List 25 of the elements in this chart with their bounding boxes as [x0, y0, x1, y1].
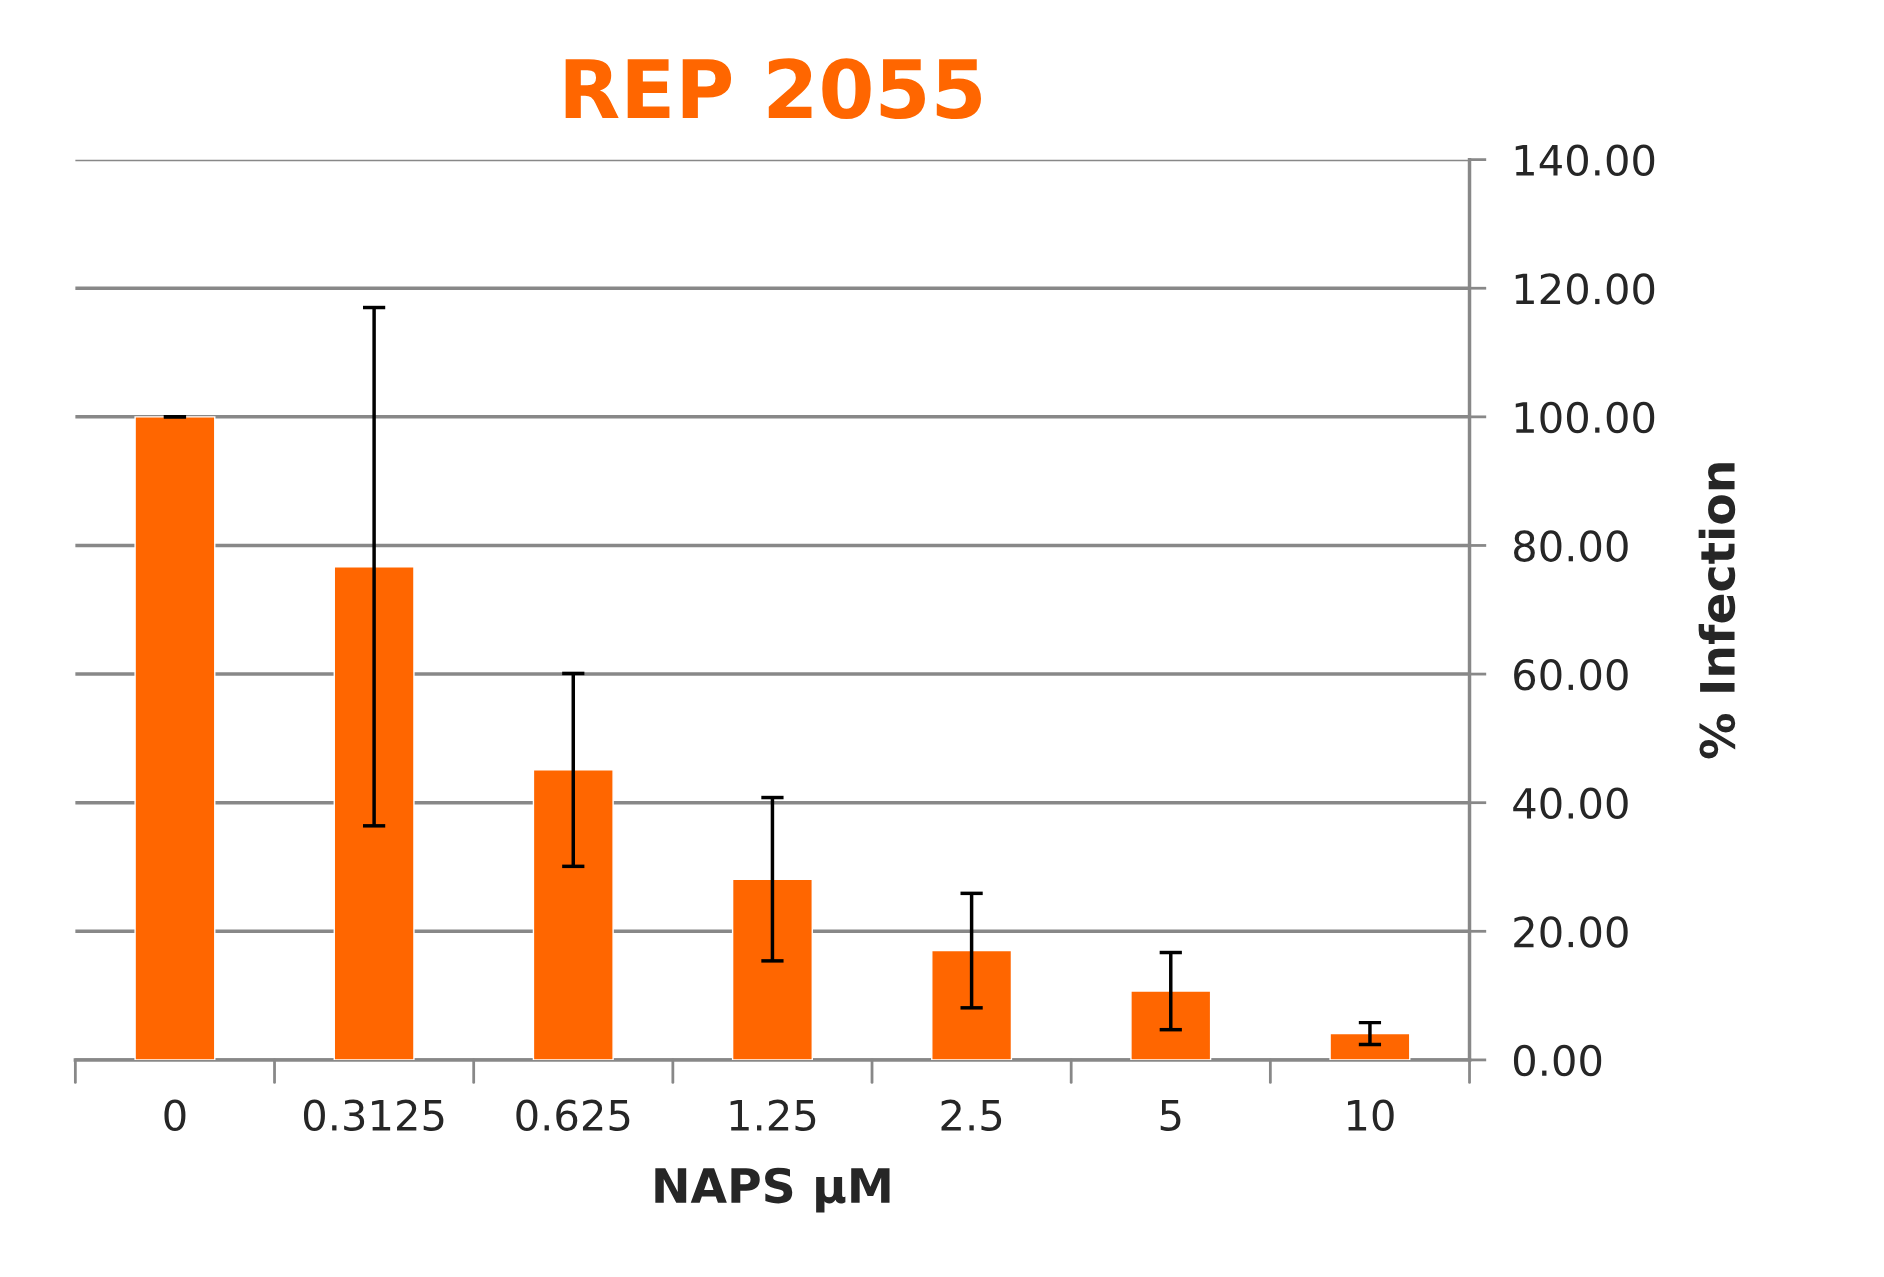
x-tick-label: 10	[1348, 1099, 1394, 1132]
y-tick-label: 40.00	[1513, 787, 1628, 820]
bar	[1130, 990, 1212, 1060]
bar	[333, 565, 415, 1060]
bar	[1329, 1032, 1411, 1060]
x-axis-title: NAPS µM	[655, 1167, 890, 1213]
bar	[731, 878, 813, 1060]
x-tick-label: 5	[1160, 1100, 1181, 1132]
y-tick-label: 20.00	[1514, 916, 1628, 948]
bar	[532, 769, 614, 1060]
x-tick-label: 2.5	[941, 1099, 1002, 1132]
bar	[931, 949, 1013, 1060]
y-axis-title: % Infection	[1698, 463, 1736, 759]
y-tick-label: 0.00	[1513, 1044, 1602, 1077]
bar	[134, 416, 216, 1060]
y-tick-label: 100.00	[1515, 401, 1655, 434]
x-tick-label: 0.3125	[303, 1099, 444, 1132]
y-tick-label: 140.00	[1515, 144, 1655, 177]
y-tick-label: 120.00	[1515, 273, 1655, 305]
x-tick-label: 0.625	[516, 1099, 630, 1132]
chart-title: REP 2055	[565, 58, 981, 120]
y-tick-label: 60.00	[1514, 658, 1628, 691]
y-tick-label: 80.00	[1514, 530, 1628, 562]
x-tick-label: 0	[164, 1099, 186, 1132]
x-tick-label: 1.25	[730, 1099, 816, 1132]
